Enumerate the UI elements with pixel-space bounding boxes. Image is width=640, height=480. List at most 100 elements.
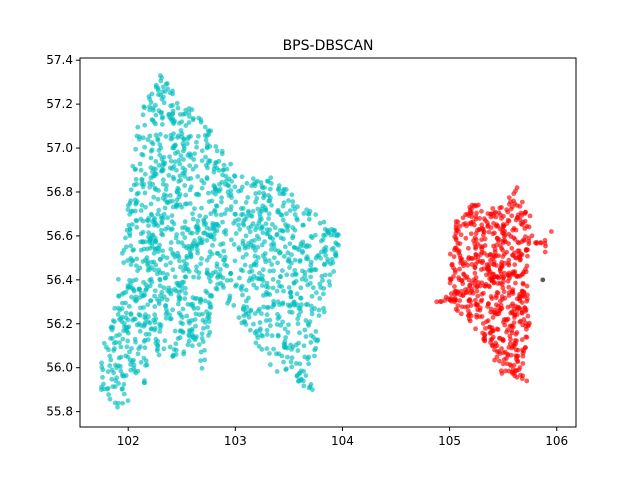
- cluster-0-point: [195, 174, 201, 179]
- cluster-0-point: [213, 212, 219, 218]
- cluster-1-point: [449, 261, 455, 267]
- cluster-0-point: [249, 213, 255, 219]
- cluster-0-point: [136, 287, 142, 293]
- cluster-0-point: [194, 222, 200, 228]
- cluster-1-point: [458, 311, 464, 317]
- cluster-0-point: [199, 205, 204, 211]
- cluster-0-point: [246, 295, 251, 301]
- cluster-1-point: [486, 272, 492, 277]
- cluster-1-point: [522, 218, 528, 224]
- cluster-0-point: [280, 217, 286, 223]
- cluster-0-point: [232, 174, 238, 179]
- cluster-0-point: [151, 194, 157, 200]
- cluster-1-point: [506, 293, 512, 298]
- cluster-0-point: [269, 222, 275, 227]
- cluster-0-point: [134, 224, 140, 230]
- cluster-1-point: [492, 254, 498, 260]
- cluster-0-point: [267, 186, 273, 192]
- cluster-0-point: [136, 321, 142, 327]
- cluster-0-point: [300, 239, 306, 245]
- cluster-0-point: [216, 158, 222, 164]
- cluster-0-point: [167, 312, 173, 318]
- cluster-0-point: [236, 315, 242, 320]
- cluster-0-point: [310, 285, 316, 291]
- cluster-0-point: [157, 283, 163, 289]
- cluster-0-point: [153, 340, 159, 346]
- cluster-0-point: [186, 332, 192, 338]
- cluster-0-point: [192, 151, 198, 157]
- cluster-0-point: [199, 331, 205, 337]
- cluster-0-point: [288, 342, 294, 348]
- cluster-0-point: [188, 253, 194, 259]
- cluster-0-point: [267, 351, 272, 356]
- cluster-1-point: [460, 215, 466, 221]
- cluster-0-point: [245, 195, 251, 200]
- cluster-0-point: [177, 335, 183, 340]
- cluster-1-point: [487, 324, 493, 330]
- cluster-0-point: [146, 94, 152, 99]
- cluster-1-point: [486, 301, 491, 307]
- cluster-0-point: [278, 235, 284, 241]
- cluster-0-point: [138, 305, 143, 311]
- cluster-0-point: [271, 268, 276, 274]
- cluster-0-point: [269, 242, 274, 248]
- cluster-0-point: [186, 120, 192, 125]
- cluster-0-point: [260, 267, 266, 273]
- cluster-0-point: [264, 280, 270, 286]
- cluster-0-point: [294, 217, 300, 223]
- cluster-0-point: [125, 207, 131, 213]
- cluster-0-point: [180, 306, 186, 312]
- cluster-0-point: [264, 289, 269, 295]
- cluster-0-point: [162, 88, 168, 94]
- cluster-0-point: [196, 342, 202, 348]
- cluster-1-point: [482, 283, 488, 289]
- cluster-0-point: [323, 253, 328, 258]
- cluster-0-point: [209, 234, 215, 240]
- cluster-1-point: [493, 263, 499, 268]
- cluster-0-point: [243, 287, 249, 293]
- cluster-1-point: [465, 308, 471, 314]
- cluster-0-point: [119, 306, 125, 311]
- cluster-0-point: [118, 364, 123, 369]
- cluster-0-point: [152, 288, 158, 294]
- cluster-1-point: [521, 317, 527, 322]
- cluster-0-point: [149, 147, 155, 153]
- cluster-0-point: [183, 192, 189, 198]
- cluster-0-point: [148, 201, 154, 207]
- cluster-0-point: [129, 346, 134, 351]
- cluster-1-point: [523, 248, 529, 253]
- cluster-0-point: [182, 201, 188, 207]
- cluster-1-point: [478, 244, 483, 249]
- cluster-0-point: [128, 312, 134, 317]
- cluster-0-point: [233, 199, 239, 205]
- cluster-0-point: [266, 258, 272, 264]
- cluster-0-point: [186, 243, 191, 249]
- cluster-0-point: [167, 344, 173, 350]
- cluster-1-point: [458, 232, 464, 238]
- cluster-1-point: [501, 289, 507, 295]
- cluster-0-point: [161, 100, 167, 106]
- cluster-0-point: [132, 336, 138, 342]
- cluster-0-point: [330, 260, 336, 266]
- cluster-0-point: [195, 218, 201, 224]
- cluster-0-point: [185, 342, 191, 348]
- cluster-0-point: [316, 313, 322, 319]
- cluster-1-point: [519, 337, 525, 343]
- cluster-1-point: [495, 327, 501, 332]
- cluster-0-point: [132, 208, 138, 214]
- cluster-0-point: [131, 247, 137, 253]
- cluster-0-point: [267, 362, 273, 368]
- cluster-1-point: [500, 285, 506, 291]
- cluster-0-point: [219, 199, 224, 205]
- cluster-0-point: [199, 148, 205, 154]
- cluster-0-point: [293, 361, 299, 366]
- cluster-1-point: [524, 283, 530, 289]
- cluster-1-point: [497, 308, 503, 313]
- cluster-0-point: [154, 348, 160, 354]
- cluster-0-point: [269, 262, 275, 267]
- cluster-0-point: [198, 261, 204, 267]
- cluster-0-point: [193, 163, 199, 169]
- cluster-0-point: [263, 259, 268, 265]
- cluster-0-point: [181, 243, 187, 249]
- cluster-0-point: [232, 184, 238, 190]
